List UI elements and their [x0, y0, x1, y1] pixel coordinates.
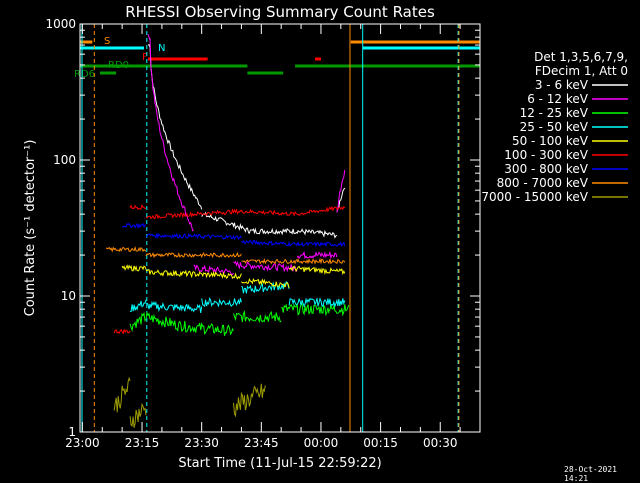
legend-entry: 7000 - 15000 keV [481, 190, 588, 204]
flag-label: F [142, 52, 148, 63]
footer-timestamp: 28-Oct-2021 14:21 [564, 465, 617, 483]
y-tick-label: 100 [53, 153, 76, 167]
x-tick-label: 23:30 [184, 436, 219, 450]
flag-label: S [104, 36, 110, 47]
axes [79, 23, 481, 433]
series-line [113, 203, 346, 335]
y-tick-label: 1000 [45, 17, 76, 31]
legend-header: Det 1,3,5,6,7,9, [534, 50, 628, 64]
flag-label: RD0 [108, 60, 129, 71]
x-tick-label: 23:00 [65, 436, 100, 450]
series-line [129, 303, 350, 336]
legend-entry: 100 - 300 keV [504, 148, 588, 162]
series-line [113, 376, 266, 428]
legend-entry: 25 - 50 keV [520, 120, 589, 134]
legend-header: FDecim 1, Att 0 [535, 64, 628, 78]
series-line [105, 246, 346, 265]
y-tick-label: 1 [68, 425, 76, 439]
labels: 23:00 23:15 23:30 23:45 00:00 00:15 00:30 1 10 10… [23, 3, 628, 471]
legend-entry: 12 - 25 keV [520, 106, 589, 120]
legend-entry: 800 - 7000 keV [497, 176, 589, 190]
chart-title: RHESSI Observing Summary Count Rates [125, 3, 435, 21]
legend-entry: 300 - 800 keV [504, 162, 588, 176]
x-tick-label: 00:30 [423, 436, 458, 450]
series-lines [105, 33, 350, 428]
flag-label: RD6 [74, 69, 95, 80]
x-tick-label: 00:15 [363, 436, 398, 450]
x-tick-label: 23:45 [244, 436, 279, 450]
series-line [122, 222, 346, 248]
flag-label: N [158, 43, 165, 54]
series-line [130, 281, 346, 313]
y-tick-label: 10 [61, 289, 76, 303]
x-tick-label: 00:00 [304, 436, 339, 450]
series-line [147, 44, 346, 239]
x-axis-label: Start Time (11-Jul-15 22:59:22) [178, 456, 381, 471]
y-axis-label: Count Rate (s⁻¹ detector⁻¹) [23, 140, 38, 317]
legend-entry: 3 - 6 keV [535, 78, 589, 92]
flag-bars: S NF RD0 RD6 [74, 24, 480, 432]
legend-entry: 50 - 100 keV [512, 134, 589, 148]
series-line [147, 33, 346, 276]
legend-entry: 6 - 12 keV [527, 92, 589, 106]
x-tick-label: 23:15 [125, 436, 160, 450]
series-line [121, 264, 346, 289]
plot-frame [79, 23, 481, 433]
